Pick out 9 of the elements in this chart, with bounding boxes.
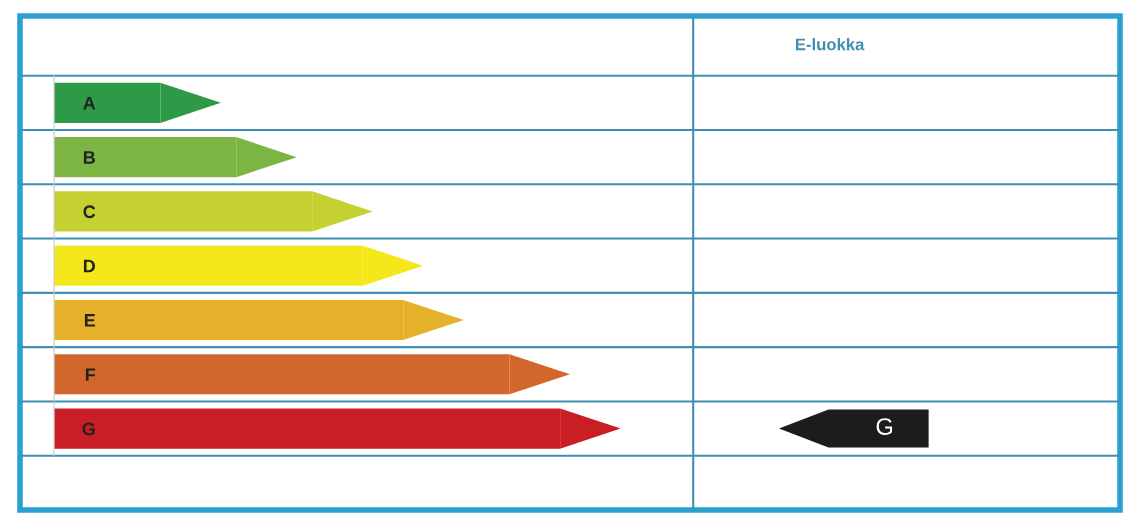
y-tick-label: B — [83, 151, 95, 164]
y-tick-label: D — [83, 259, 96, 273]
text: E-luokka — [795, 38, 865, 51]
y-tick-label: F — [85, 368, 96, 381]
text: G — [876, 418, 893, 435]
y-tick-label: E — [84, 314, 96, 327]
y-tick-label: C — [83, 205, 96, 219]
y-tick-label: G — [82, 422, 95, 436]
y-tick-label: A — [83, 96, 96, 110]
